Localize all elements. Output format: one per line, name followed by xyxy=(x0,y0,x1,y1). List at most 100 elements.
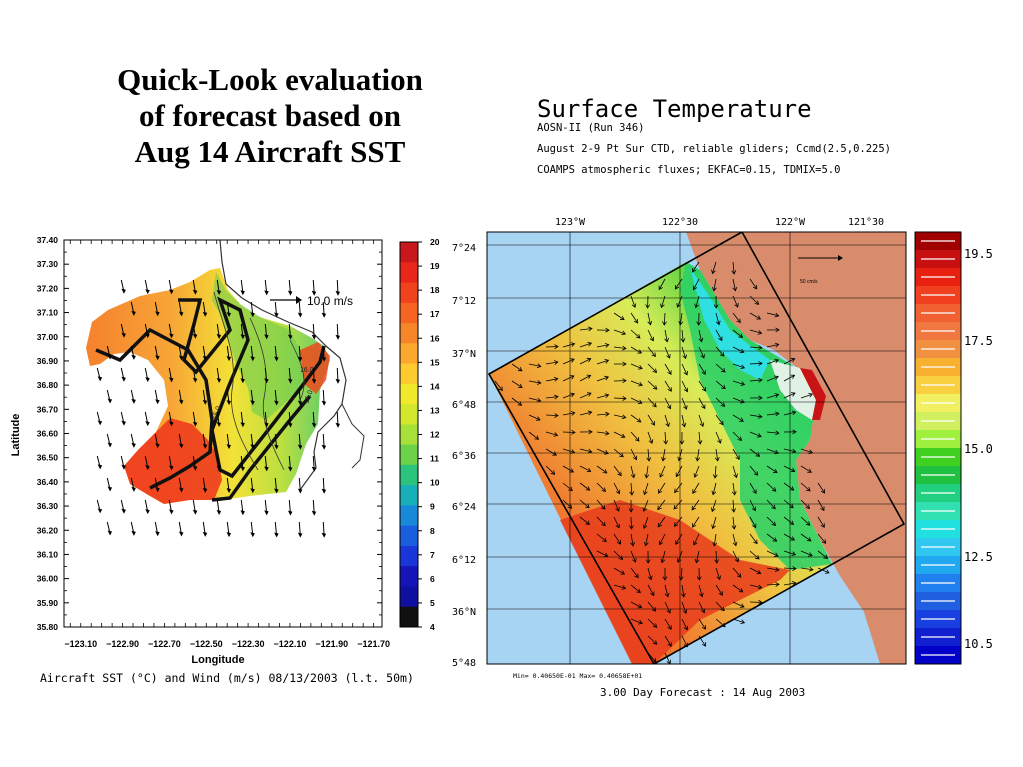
right-current-vector xyxy=(749,448,760,457)
right-current-vector xyxy=(732,431,742,441)
right-current-vector-head xyxy=(662,321,667,326)
right-current-vector-head xyxy=(588,429,593,435)
right-current-vector-head xyxy=(752,284,758,290)
right-current-vector xyxy=(732,516,735,529)
left-colorbar xyxy=(399,241,419,628)
left-y-tick-label: 36.80 xyxy=(37,380,59,390)
right-current-vector-head xyxy=(683,642,689,648)
right-current-vector-head xyxy=(757,433,762,438)
left-wind-ref-label: 10.0 m/s xyxy=(307,294,353,308)
left-wind-arrow-head xyxy=(155,531,160,537)
right-current-vector-head xyxy=(789,486,795,491)
right-current-vector xyxy=(681,363,688,376)
left-wind-arrow-head xyxy=(297,400,303,406)
right-current-vector xyxy=(647,329,654,341)
left-y-tick-label: 35.90 xyxy=(37,598,59,608)
right-current-vector xyxy=(579,411,592,416)
right-current-vector-head xyxy=(585,486,591,491)
right-current-vector xyxy=(674,278,683,290)
right-current-vector xyxy=(749,346,762,349)
left-wind-arrow-head xyxy=(287,466,293,472)
right-current-vector xyxy=(766,413,779,416)
left-wind-arrow-head xyxy=(311,510,317,516)
right-current-vector-head xyxy=(701,370,706,375)
right-current-vector-head xyxy=(569,468,575,473)
right-current-vector xyxy=(579,358,591,365)
right-current-vector-head xyxy=(683,370,688,376)
right-current-vector-head xyxy=(790,357,796,363)
right-current-vector xyxy=(749,482,757,494)
left-y-tick-label: 37.20 xyxy=(37,283,59,293)
left-colorbar-tick-label: 14 xyxy=(430,381,440,391)
left-wind-arrow-head xyxy=(321,312,327,318)
right-current-vector-head xyxy=(615,523,620,529)
right-current-vector-head xyxy=(601,487,607,493)
right-current-vector-head xyxy=(791,448,797,454)
right-current-vector-head xyxy=(824,569,830,574)
right-current-vector xyxy=(800,533,812,542)
right-current-vector xyxy=(732,448,740,460)
right-current-vector xyxy=(630,516,632,530)
right-current-vector xyxy=(562,448,575,453)
left-contour-c xyxy=(289,339,305,401)
right-current-vector-head xyxy=(570,392,575,398)
right-current-vector xyxy=(681,380,688,392)
left-colorbar-swatch xyxy=(400,525,418,547)
left-wind-arrow-head xyxy=(155,487,160,493)
right-current-vector-head xyxy=(695,457,701,462)
right-land xyxy=(686,232,906,664)
left-wind-arrow-head xyxy=(155,443,160,449)
right-current-vector-head xyxy=(808,392,814,398)
right-current-vector xyxy=(691,499,700,511)
right-current-vector-head xyxy=(774,375,779,380)
left-wind-arrow-head xyxy=(335,290,340,296)
right-current-vector xyxy=(800,550,813,557)
right-current-vector xyxy=(647,312,651,325)
right-current-vector-head xyxy=(602,537,607,543)
right-current-vector-head xyxy=(740,399,745,404)
right-current-vector xyxy=(613,499,620,512)
right-current-vector-head xyxy=(634,573,639,579)
right-current-vector xyxy=(766,394,779,399)
right-current-vector-head xyxy=(652,402,657,408)
right-current-vector-head xyxy=(740,364,746,370)
right-current-vector xyxy=(766,516,776,526)
right-current-vector xyxy=(647,567,652,580)
right-current-vector xyxy=(528,414,541,421)
left-wind-arrow-head xyxy=(202,355,208,361)
right-current-vector-head xyxy=(752,523,757,529)
right-current-vector-head xyxy=(731,491,737,496)
right-current-vector-head xyxy=(792,429,797,435)
right-current-vector xyxy=(732,618,745,624)
right-current-vector xyxy=(647,448,650,461)
left-wind-arrow-head xyxy=(297,488,303,494)
left-wind-arrow-head xyxy=(121,464,126,470)
slide-title: Quick-Look evaluation of forecast based … xyxy=(60,62,480,170)
left-plot-frame xyxy=(63,239,383,628)
right-current-vector-head xyxy=(681,422,687,428)
right-current-vector-head xyxy=(694,558,700,564)
right-current-vector xyxy=(783,482,794,491)
right-current-vector-head xyxy=(701,404,706,410)
right-current-vector xyxy=(692,482,700,494)
left-colorbar-tick-label: 17 xyxy=(430,309,440,319)
left-wind-arrow-head xyxy=(145,289,150,295)
left-wind-arrow-head xyxy=(216,289,222,295)
right-current-vector xyxy=(630,380,643,386)
right-current-vector-head xyxy=(675,540,680,545)
left-wind-arrow-head xyxy=(216,509,222,515)
left-wind-arrow-head xyxy=(321,356,327,362)
right-current-vector-head xyxy=(567,504,573,509)
right-current-vector-head xyxy=(666,404,672,410)
left-colorbar-tick-label: 15 xyxy=(430,357,440,367)
right-current-vector-head xyxy=(720,606,725,612)
right-current-vector xyxy=(630,550,636,563)
right-current-vector xyxy=(679,312,683,325)
right-current-vector-head xyxy=(617,471,622,477)
right-chart-subtitle-3: COAMPS atmospheric fluxes; EKFAC=0.15, T… xyxy=(537,164,841,176)
right-current-vector xyxy=(749,362,763,365)
right-current-vector-head xyxy=(734,303,739,308)
right-current-vector xyxy=(659,533,666,545)
right-current-vector xyxy=(800,393,813,399)
right-current-vector-head xyxy=(667,642,672,647)
